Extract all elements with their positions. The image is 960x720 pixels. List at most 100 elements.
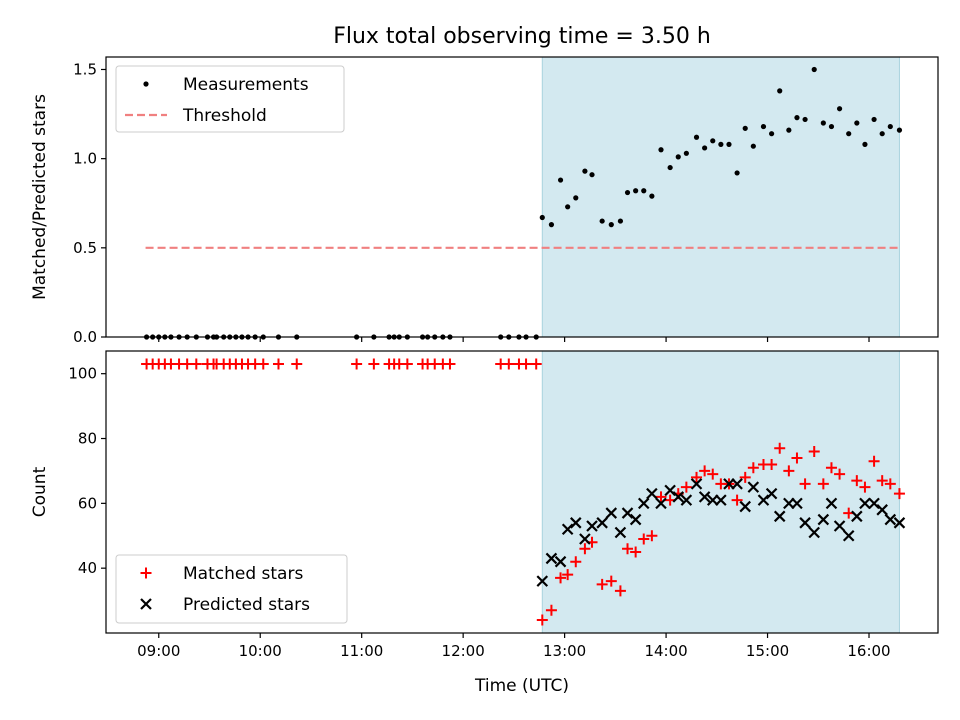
matched-stars-point xyxy=(536,614,548,626)
measurements-point xyxy=(769,131,775,137)
measurements-point xyxy=(624,189,631,196)
predicted-stars-series xyxy=(536,478,906,587)
measurements-point xyxy=(573,195,579,201)
y-tick-label: 60 xyxy=(78,494,97,512)
legend-label: Measurements xyxy=(183,75,309,95)
predicted-stars-point xyxy=(884,513,897,526)
legend-dot-marker xyxy=(143,81,149,87)
measurements-point xyxy=(742,125,748,131)
legend: Measurements Threshold xyxy=(115,65,345,133)
predicted-stars-point xyxy=(554,555,567,568)
y-axis-label: Count xyxy=(30,466,50,517)
predicted-stars-point xyxy=(596,517,608,529)
observing-window-region xyxy=(541,56,900,338)
measurements-point xyxy=(548,222,555,228)
measurements-point xyxy=(675,154,681,160)
predicted-stars-point xyxy=(739,500,751,513)
matched-stars-point xyxy=(868,455,880,467)
measurements-point xyxy=(633,188,639,194)
legend-label: Threshold xyxy=(182,106,267,126)
matched-stars-point xyxy=(731,494,743,506)
predicted-stars-point xyxy=(698,491,711,503)
predicted-stars-point xyxy=(637,497,650,510)
measurements-point xyxy=(702,145,708,151)
predicted-stars-point xyxy=(646,487,658,500)
axes-frame xyxy=(105,350,939,634)
matched-stars-point xyxy=(884,478,896,490)
measurements-point xyxy=(667,164,673,171)
y-tick-label: 80 xyxy=(78,430,97,448)
matched-stars-point xyxy=(655,491,667,503)
predicted-stars-point xyxy=(799,517,811,529)
measurements-point xyxy=(641,188,647,194)
measurements-point xyxy=(750,143,756,149)
matched-stars-point xyxy=(699,465,711,477)
measurements-point xyxy=(658,147,664,153)
matched-stars-point xyxy=(893,488,905,500)
x-tick-label: 15:00 xyxy=(746,642,789,660)
measurements-point xyxy=(649,193,655,199)
measurements-point xyxy=(862,141,868,147)
predicted-stars-point xyxy=(747,481,760,493)
matched-stars-point xyxy=(530,358,542,370)
matched-stars-point xyxy=(520,358,532,370)
x-tick-label: 13:00 xyxy=(543,642,586,660)
axes-frame xyxy=(105,56,939,338)
matched-stars-point xyxy=(368,358,380,370)
matched-stars-point xyxy=(766,458,778,470)
measurements-point xyxy=(710,138,716,144)
matched-stars-point xyxy=(859,481,871,493)
chart-title: Flux total observing time = 3.50 h xyxy=(333,24,711,49)
predicted-stars-point xyxy=(545,552,558,565)
matched-stars-point xyxy=(401,358,413,370)
measurements-point xyxy=(693,134,700,140)
predicted-stars-point xyxy=(614,526,627,539)
matched-stars-point xyxy=(876,475,888,487)
predicted-stars-point xyxy=(842,529,855,542)
measurements-point xyxy=(836,106,843,112)
x-tick-label: 10:00 xyxy=(239,642,282,660)
matched-stars-point xyxy=(646,530,658,542)
matched-stars-point xyxy=(774,442,786,454)
measurements-point xyxy=(786,127,792,133)
predicted-stars-point xyxy=(569,517,582,529)
matched-stars-point xyxy=(291,358,303,370)
legend-box xyxy=(115,554,348,624)
predicted-stars-point xyxy=(664,484,676,497)
predicted-stars-point xyxy=(876,504,888,516)
matched-stars-point xyxy=(351,358,363,370)
matched-stars-point xyxy=(545,604,557,616)
predicted-stars-point xyxy=(655,497,667,510)
y-tick-label: 1.5 xyxy=(73,60,97,78)
predicted-stars-point xyxy=(859,497,871,510)
matched-stars-point xyxy=(622,543,634,555)
matched-stars-point xyxy=(851,475,863,487)
predicted-stars-point xyxy=(680,494,693,506)
measurements-point xyxy=(608,222,614,228)
measurements-point xyxy=(871,116,877,123)
matched-stars-point xyxy=(739,471,751,483)
matched-stars-point xyxy=(614,585,626,597)
y-tick-label: 0.0 xyxy=(73,328,97,346)
predicted-stars-point xyxy=(586,520,598,532)
predicted-stars-point xyxy=(715,494,727,506)
matched-stars-point xyxy=(503,358,515,370)
measurements-point xyxy=(589,172,595,178)
measurements-point xyxy=(811,66,817,73)
predicted-stars-point xyxy=(825,497,838,510)
matched-stars-point xyxy=(834,468,846,480)
matched-stars-point xyxy=(570,556,582,568)
y-tick-label: 0.5 xyxy=(73,239,97,257)
y-tick-label: 40 xyxy=(78,559,97,577)
predicted-stars-point xyxy=(579,533,591,545)
matched-stars-series xyxy=(141,358,905,626)
measurements-point xyxy=(896,127,903,133)
y-tick-label: 1.0 xyxy=(73,150,97,168)
measurements-point xyxy=(828,123,835,130)
predicted-stars-point xyxy=(621,507,634,519)
x-tick-label: 12:00 xyxy=(442,642,485,660)
measurements-point xyxy=(820,120,826,126)
matched-stars-point xyxy=(555,572,567,584)
measurements-point xyxy=(846,131,852,137)
